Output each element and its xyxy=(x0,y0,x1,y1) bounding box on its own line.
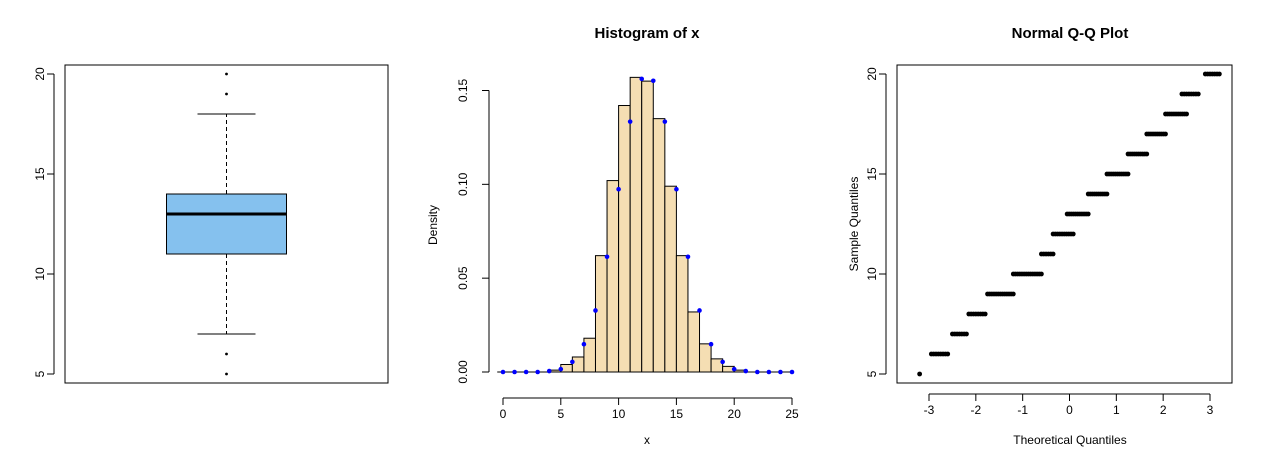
density-point xyxy=(604,254,610,260)
density-point xyxy=(662,119,668,124)
box-iqr xyxy=(166,193,287,255)
qq-frame xyxy=(896,64,1233,384)
density-point xyxy=(535,369,540,375)
qq-x-tick-label: 1 xyxy=(1113,403,1120,417)
box-outlier xyxy=(225,92,228,96)
density-point xyxy=(789,369,795,375)
density-point xyxy=(546,368,552,374)
hist-bar xyxy=(606,180,620,373)
box-outlier xyxy=(225,372,228,376)
qq-ylabel: Sample Quantiles xyxy=(847,177,861,272)
qq-x-tick-label: -3 xyxy=(924,403,935,417)
hist-x-tick-label: 5 xyxy=(557,407,564,421)
qq-x-tick-label: 0 xyxy=(1066,403,1073,417)
qq-y-tick-label: 10 xyxy=(865,267,879,281)
hist-y-tick-label: 0.05 xyxy=(456,266,470,290)
density-point xyxy=(697,308,702,313)
qq-point xyxy=(945,351,951,357)
density-point xyxy=(731,366,737,372)
qq-title: Normal Q-Q Plot xyxy=(1012,25,1129,42)
density-point xyxy=(616,186,621,192)
density-point xyxy=(650,78,656,84)
box-y-tick-label: 20 xyxy=(33,67,47,81)
density-point xyxy=(766,369,772,375)
boxplot-frame xyxy=(64,64,389,384)
box-outlier xyxy=(225,72,228,76)
density-point xyxy=(639,76,645,82)
qq-point xyxy=(1039,271,1044,277)
density-point xyxy=(674,186,679,192)
hist-bar xyxy=(571,356,585,373)
hist-y-tick-label: 0.00 xyxy=(456,360,470,384)
density-point xyxy=(558,366,564,372)
hist-bar xyxy=(687,311,701,373)
hist-x-tick-label: 0 xyxy=(500,407,507,421)
hist-x-tick-label: 15 xyxy=(670,407,684,421)
density-point xyxy=(778,369,783,375)
qq-point xyxy=(1070,231,1076,237)
hist-bar xyxy=(594,255,608,373)
qq-point xyxy=(917,371,923,377)
hist-y-tick-label: 0.10 xyxy=(456,172,470,196)
qq-point xyxy=(1104,191,1110,197)
hist-x-tick-label: 10 xyxy=(612,407,626,421)
hist-bar xyxy=(710,358,724,373)
density-point xyxy=(570,359,575,365)
qq-point xyxy=(964,331,969,337)
density-point xyxy=(720,359,725,365)
qq-point xyxy=(982,311,988,317)
qq-point xyxy=(1010,291,1016,297)
box-y-tick-label: 10 xyxy=(33,267,47,281)
hist-bar xyxy=(652,118,666,373)
density-point xyxy=(512,369,517,375)
density-point xyxy=(500,369,506,375)
qq-y-tick-label: 20 xyxy=(865,67,879,81)
density-point xyxy=(627,119,633,124)
qq-point xyxy=(1085,211,1091,217)
hist-y-tick-label: 0.15 xyxy=(456,78,470,102)
box-y-tick-label: 5 xyxy=(33,370,47,377)
hist-x-tick-label: 25 xyxy=(785,407,799,421)
hist-bar xyxy=(618,105,631,373)
hist-x-tick-label: 20 xyxy=(728,407,742,421)
density-point xyxy=(685,254,691,260)
box-y-tick-label: 15 xyxy=(33,167,47,181)
hist-bar xyxy=(675,255,689,373)
qq-point xyxy=(1195,91,1201,97)
hist-xlabel: x xyxy=(644,433,650,447)
qq-xlabel: Theoretical Quantiles xyxy=(1013,433,1126,447)
density-point xyxy=(708,341,714,347)
box-outlier xyxy=(225,352,228,356)
density-point xyxy=(743,368,749,374)
qq-x-tick-label: -1 xyxy=(1017,403,1028,417)
density-point xyxy=(581,341,587,347)
qq-point xyxy=(1163,131,1168,137)
qq-point xyxy=(1125,171,1131,177)
qq-y-tick-label: 5 xyxy=(865,370,879,377)
qq-x-tick-label: 2 xyxy=(1160,403,1167,417)
qq-x-tick-label: -2 xyxy=(970,403,981,417)
qq-point xyxy=(1184,111,1189,117)
density-point xyxy=(593,308,598,313)
hist-bar xyxy=(664,185,677,373)
qq-x-tick-label: 3 xyxy=(1207,403,1214,417)
qq-point xyxy=(1050,251,1056,257)
hist-title: Histogram of x xyxy=(594,25,700,42)
hist-ylabel: Density xyxy=(426,205,440,245)
hist-bar xyxy=(699,343,712,373)
hist-bar xyxy=(641,80,654,373)
density-point xyxy=(523,369,529,375)
qq-y-tick-label: 15 xyxy=(865,167,879,181)
qq-point xyxy=(1144,151,1150,157)
qq-point xyxy=(1216,71,1222,77)
density-point xyxy=(755,369,760,375)
